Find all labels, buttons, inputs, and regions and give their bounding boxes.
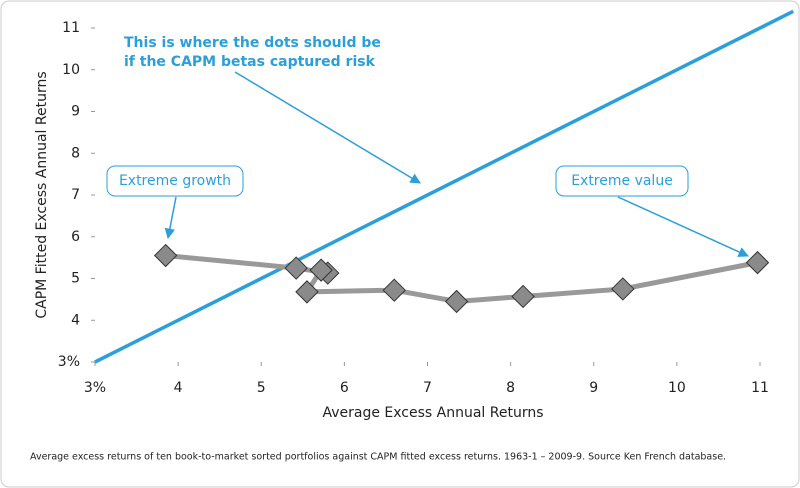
y-tick-label: 6 [71, 229, 80, 245]
annotation: if the CAPM betas captured risk [124, 54, 376, 70]
annotation-box [106, 165, 244, 197]
y-tick-label: 5 [71, 271, 80, 287]
marker [444, 289, 469, 314]
x-tick-label: 8 [506, 380, 515, 396]
marker [611, 277, 635, 301]
caption: Average excess returns of ten book-to-ma… [30, 452, 726, 463]
y-tick-label: 7 [71, 187, 80, 203]
arrow [164, 196, 177, 240]
x-axis-title: Average Excess Annual Returns [322, 405, 543, 421]
annotation: This is where the dots should be [124, 35, 381, 51]
annotation: Extreme value [571, 173, 673, 189]
annotation: Extreme growth [119, 173, 231, 189]
marker [153, 243, 178, 268]
annotation-box [555, 165, 689, 197]
series-line [165, 253, 758, 304]
arrow [617, 196, 749, 257]
y-tick-label: 4 [71, 312, 80, 328]
marker [745, 250, 770, 275]
marker [295, 280, 319, 304]
y-tick-label: 10 [62, 62, 80, 78]
marker [284, 256, 308, 280]
y-axis-title: CAPM Fitted Excess Annual Returns [34, 71, 50, 318]
x-tick-label: 7 [423, 380, 432, 396]
x-tick-label: 5 [257, 380, 266, 396]
marker [382, 278, 406, 302]
x-tick-label: 3% [84, 380, 106, 396]
reference-line [94, 9, 795, 364]
x-tick-label: 10 [668, 380, 686, 396]
arrow [234, 71, 421, 184]
x-tick-label: 6 [340, 380, 349, 396]
y-tick-label: 3% [58, 354, 80, 370]
marker [309, 258, 333, 282]
x-tick-label: 4 [174, 380, 183, 396]
y-tick-label: 8 [71, 145, 80, 161]
x-tick-label: 9 [589, 380, 598, 396]
marker [511, 284, 535, 309]
plot-area: 3% 4 5 6 7 8 9 10 11 3% 4 5 6 7 8 9 10 11 [58, 9, 795, 396]
y-tick-label: 11 [62, 20, 80, 36]
x-tick-label: 11 [751, 380, 769, 396]
y-tick-label: 9 [71, 104, 80, 120]
